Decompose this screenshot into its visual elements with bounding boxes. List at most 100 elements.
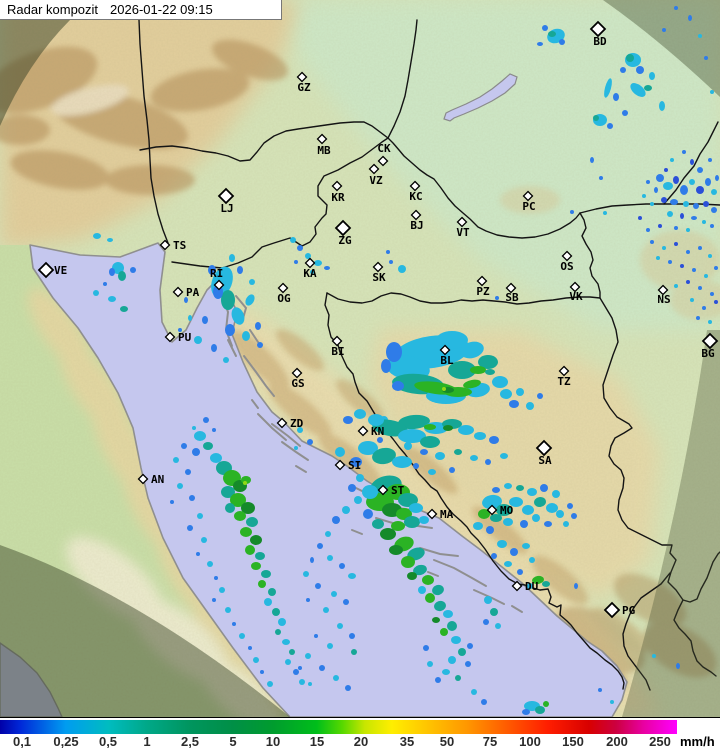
radar-echo xyxy=(192,426,196,430)
radar-echo xyxy=(571,513,577,519)
radar-echo xyxy=(442,387,446,391)
city-marker-KC xyxy=(409,180,421,192)
radar-echo xyxy=(503,518,513,526)
radar-echo xyxy=(103,282,107,286)
radar-echo xyxy=(711,207,717,213)
radar-echo xyxy=(257,342,263,348)
radar-echo xyxy=(325,531,331,537)
radar-echo xyxy=(710,224,714,228)
radar-echo xyxy=(696,186,704,194)
radar-echo xyxy=(481,699,487,705)
radar-echo xyxy=(229,254,235,262)
radar-echo xyxy=(173,457,179,463)
radar-echo xyxy=(317,543,323,549)
border-bih-mne xyxy=(539,588,625,690)
radar-echo xyxy=(351,649,357,655)
radar-echo xyxy=(650,240,654,244)
radar-echo xyxy=(368,414,384,426)
radar-echo xyxy=(343,416,353,424)
radar-echo xyxy=(327,643,333,649)
radar-echo xyxy=(112,262,124,274)
radar-echo xyxy=(455,675,461,681)
radar-echo xyxy=(194,336,202,344)
radar-echo xyxy=(540,484,548,492)
radar-echo xyxy=(324,266,330,270)
city-label-MA: MA xyxy=(440,508,454,521)
radar-echo xyxy=(607,123,613,129)
radar-echo xyxy=(434,600,446,612)
city-label-PU: PU xyxy=(178,331,192,344)
radar-echo xyxy=(649,72,655,80)
radar-echo xyxy=(590,157,594,163)
radar-echo xyxy=(435,677,441,683)
map-canvas: VE TS PA PU RI LJ GZ MB KR CK VZ KC BJ VT ZG KA SK OG BI GS… xyxy=(0,0,720,717)
border-cro-hun xyxy=(387,137,581,239)
radar-echo xyxy=(234,511,246,521)
city-label-GS: GS xyxy=(291,377,304,390)
radar-echo xyxy=(504,483,512,489)
city-marker-BI xyxy=(331,335,343,347)
radar-echo xyxy=(109,268,115,276)
radar-echo xyxy=(646,228,650,232)
scale-tick: 100 xyxy=(519,734,541,749)
radar-echo xyxy=(454,449,462,455)
radar-echo xyxy=(491,553,497,559)
radar-echo xyxy=(294,260,298,264)
radar-echo xyxy=(622,110,628,116)
radar-echo xyxy=(239,633,245,639)
radar-echo xyxy=(356,474,364,482)
radar-echo xyxy=(197,513,203,519)
radar-echo xyxy=(652,654,656,658)
radar-echo xyxy=(682,150,686,154)
title-bar: Radar kompozit 2026-01-22 09:15 xyxy=(0,0,282,20)
radar-echo xyxy=(409,503,423,513)
city-marker-VK xyxy=(569,281,581,293)
radar-echo xyxy=(691,216,697,220)
scale-tick: 20 xyxy=(353,734,369,749)
radar-echo xyxy=(419,516,429,524)
radar-echo xyxy=(389,545,403,555)
border-danube-drina xyxy=(579,212,720,603)
radar-echo xyxy=(428,469,436,475)
city-marker-SA xyxy=(535,439,553,457)
city-marker-NS xyxy=(657,284,669,296)
radar-range-shading xyxy=(0,0,720,717)
radar-echo xyxy=(658,224,662,228)
radar-echo xyxy=(221,290,235,310)
city-layer: VE TS PA PU RI LJ GZ MB KR CK VZ KC BJ VT ZG KA SK OG BI GS… xyxy=(37,20,719,619)
radar-echo xyxy=(463,379,481,389)
border-hun-rou xyxy=(663,121,719,205)
radar-echo xyxy=(683,201,689,207)
radar-echo xyxy=(372,447,396,465)
city-label-BJ: BJ xyxy=(410,219,423,232)
city-marker-KA xyxy=(304,257,316,269)
radar-echo xyxy=(686,280,690,284)
radar-echo xyxy=(443,425,453,431)
city-marker-SB xyxy=(505,282,517,294)
city-label-BG: BG xyxy=(701,347,715,360)
radar-echo xyxy=(307,439,313,445)
radar-echo xyxy=(436,331,468,349)
radar-echo xyxy=(178,328,182,332)
city-label-CK: CK xyxy=(377,142,391,155)
radar-echo xyxy=(465,661,471,667)
radar-echo xyxy=(243,481,247,485)
city-label-VK: VK xyxy=(569,290,583,303)
radar-echo xyxy=(377,437,383,443)
radar-echo xyxy=(299,679,305,685)
city-marker-VZ xyxy=(368,163,380,175)
radar-echo xyxy=(478,355,498,369)
radar-echo xyxy=(662,28,666,32)
radar-echo xyxy=(404,442,412,450)
city-marker-LJ xyxy=(217,187,235,205)
radar-echo xyxy=(500,453,508,459)
city-label-BI: BI xyxy=(331,345,344,358)
radar-echo xyxy=(413,463,419,469)
city-label-KN: KN xyxy=(371,425,384,438)
radar-echo xyxy=(711,189,717,195)
city-marker-GS xyxy=(291,367,303,379)
radar-echo xyxy=(240,527,252,537)
city-marker-VT xyxy=(456,216,468,228)
radar-echo xyxy=(255,552,265,560)
radar-echo xyxy=(451,636,461,644)
